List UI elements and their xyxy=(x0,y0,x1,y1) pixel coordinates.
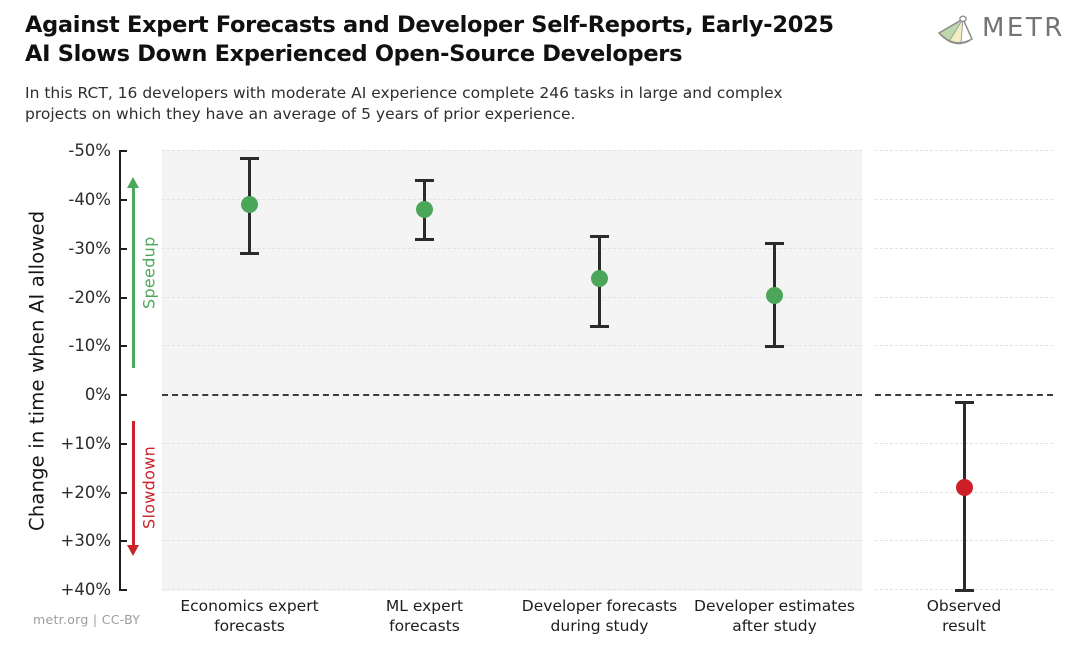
y-tick-label--10%: -10% xyxy=(68,336,111,356)
errorbar-cap-top-5 xyxy=(954,400,974,404)
y-tick-+40% xyxy=(120,589,127,591)
y-tick-+10% xyxy=(120,442,127,445)
title-line-1: Against Expert Forecasts and Developer S… xyxy=(25,12,834,38)
errorbar-cap-top-3 xyxy=(590,235,609,239)
gridline--50%-main xyxy=(162,150,862,152)
y-tick-label-0%: 0% xyxy=(84,385,111,404)
speedup-arrow-icon xyxy=(127,177,139,188)
gridline--40%-right xyxy=(875,199,1053,200)
chart-subtitle: In this RCT, 16 developers with moderate… xyxy=(25,83,965,124)
speedup-arrow-line xyxy=(131,187,135,368)
x-category-label-1: Economics expert forecasts xyxy=(150,597,350,636)
errorbar-cap-bottom-2 xyxy=(415,237,434,241)
category-label-line1: Developer estimates xyxy=(694,597,855,615)
subtitle-line-1: In this RCT, 16 developers with moderate… xyxy=(25,84,783,102)
gridline-+20%-main xyxy=(162,491,862,493)
y-tick-label-+20%: +20% xyxy=(60,482,112,502)
y-tick-label-+10%: +10% xyxy=(60,433,112,453)
y-axis-line xyxy=(119,150,121,591)
gridline-+40%-main xyxy=(162,589,862,590)
title-line-2: AI Slows Down Experienced Open-Source De… xyxy=(25,41,683,67)
y-tick-label-+40%: +40% xyxy=(60,580,112,599)
slowdown-arrow-line xyxy=(131,421,135,546)
errorbar-cap-bottom-3 xyxy=(590,325,609,329)
y-tick-label--50%: -50% xyxy=(68,141,111,161)
metr-logo xyxy=(934,12,1066,48)
gridline--10%-right xyxy=(875,345,1053,347)
gridline--20%-main xyxy=(162,296,862,298)
subtitle-line-2: projects on which they have an average o… xyxy=(25,104,576,123)
x-category-label-5: Observed result xyxy=(864,597,1064,636)
zero-line-main xyxy=(162,394,862,396)
gridline--30%-right xyxy=(875,247,1053,249)
errorbar-cap-top-2 xyxy=(415,179,434,182)
data-point-2 xyxy=(416,201,433,219)
errorbar-cap-top-1 xyxy=(240,157,259,161)
category-label-line2: result xyxy=(942,616,986,635)
gridline-+30%-main xyxy=(162,540,862,542)
category-label-line2: forecasts xyxy=(389,616,460,635)
data-point-1 xyxy=(241,196,258,214)
y-tick-+30% xyxy=(120,540,127,543)
category-label-line1: Observed xyxy=(926,597,1002,615)
y-tick-label--30%: -30% xyxy=(68,238,111,258)
zero-line-right xyxy=(875,394,1053,396)
category-label-line1: ML expert xyxy=(385,597,464,615)
gridline--10%-main xyxy=(162,345,862,347)
gridline--20%-right xyxy=(875,296,1053,298)
gridline--30%-main xyxy=(162,247,862,249)
slowdown-arrow-icon xyxy=(127,545,139,556)
page-title: Against Expert Forecasts and Developer S… xyxy=(25,11,925,69)
data-point-4 xyxy=(766,286,783,304)
y-tick-label-+30%: +30% xyxy=(60,531,112,551)
y-tick--10% xyxy=(120,345,127,348)
metr-fan-icon xyxy=(938,15,973,45)
gridline-+10%-main xyxy=(162,442,862,444)
plot-panel-main xyxy=(162,150,862,591)
x-category-label-3: Developer forecasts during study xyxy=(500,597,700,636)
x-category-label-4: Developer estimates after study xyxy=(675,597,875,636)
errorbar-line-5 xyxy=(962,402,966,590)
metr-logo-text: METR xyxy=(982,13,1065,43)
gridline--50%-right xyxy=(875,150,1053,152)
y-tick-0% xyxy=(120,394,127,396)
data-point-3 xyxy=(591,269,608,287)
errorbar-cap-top-4 xyxy=(765,242,784,246)
errorbar-cap-bottom-4 xyxy=(765,344,784,348)
y-tick-label--20%: -20% xyxy=(68,287,111,307)
category-label-line1: Economics expert xyxy=(180,597,319,615)
gridline--40%-main xyxy=(162,199,862,200)
x-category-label-2: ML expert forecasts xyxy=(325,597,525,636)
category-label-line2: during study xyxy=(550,616,649,635)
errorbar-cap-bottom-5 xyxy=(954,588,974,592)
license-credit: metr.org | CC-BY xyxy=(33,612,141,627)
data-point-5 xyxy=(955,479,973,497)
y-tick-label--40%: -40% xyxy=(68,190,111,209)
y-tick-+20% xyxy=(120,491,127,494)
errorbar-cap-bottom-1 xyxy=(240,252,259,256)
category-label-line2: after study xyxy=(732,616,817,635)
y-tick--30% xyxy=(120,247,127,250)
y-tick--50% xyxy=(120,150,127,153)
y-tick--20% xyxy=(120,296,127,299)
category-label-line1: Developer forecasts xyxy=(521,597,678,615)
category-label-line2: forecasts xyxy=(214,616,285,635)
y-tick--40% xyxy=(120,199,127,201)
